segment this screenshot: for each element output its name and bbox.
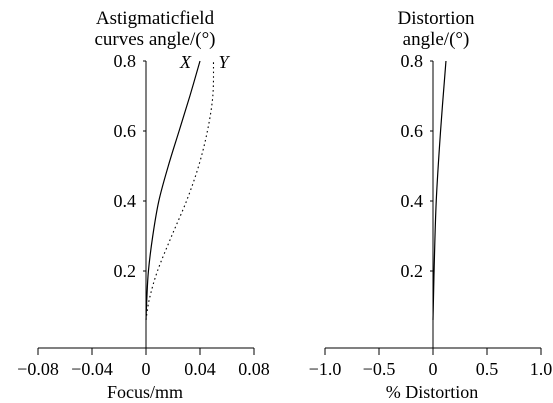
x-tick-label: 0.04 — [184, 359, 216, 379]
series-x-label: X — [179, 52, 192, 72]
series-y-curve — [145, 60, 215, 321]
x-axis-label: Focus/mm — [107, 382, 183, 402]
y-tick-label: 0.4 — [114, 191, 137, 211]
y-tick-label: 0.8 — [401, 51, 424, 71]
y-tick-label: 0.6 — [114, 121, 137, 141]
x-tick-label: 1.0 — [530, 359, 553, 379]
x-tick-label: 0 — [142, 359, 151, 379]
x-tick-label: 0.5 — [476, 359, 499, 379]
y-tick-label: 0.2 — [401, 261, 424, 281]
chart-title-line: Astigmaticfield — [96, 8, 215, 29]
x-tick-label: −0.04 — [71, 359, 113, 379]
chart-title-line: curves angle/(°) — [94, 29, 215, 50]
x-tick-label: 0.08 — [238, 359, 270, 379]
y-tick-label: 0.4 — [401, 191, 424, 211]
y-tick-label: 0.8 — [114, 51, 137, 71]
series-x-curve — [145, 60, 201, 321]
chart-title-line: Distortion — [397, 8, 475, 29]
x-tick-label: −0.5 — [363, 359, 396, 379]
y-tick-label: 0.2 — [114, 261, 137, 281]
x-axis-label: % Distortion — [386, 382, 479, 402]
y-tick-label: 0.6 — [401, 121, 424, 141]
x-tick-label: −1.0 — [309, 359, 342, 379]
x-tick-label: 0 — [429, 359, 438, 379]
series-y-label: Y — [219, 52, 231, 72]
chart-title-line: angle/(°) — [403, 29, 470, 50]
series-curve — [432, 60, 447, 321]
x-tick-label: −0.08 — [17, 359, 59, 379]
